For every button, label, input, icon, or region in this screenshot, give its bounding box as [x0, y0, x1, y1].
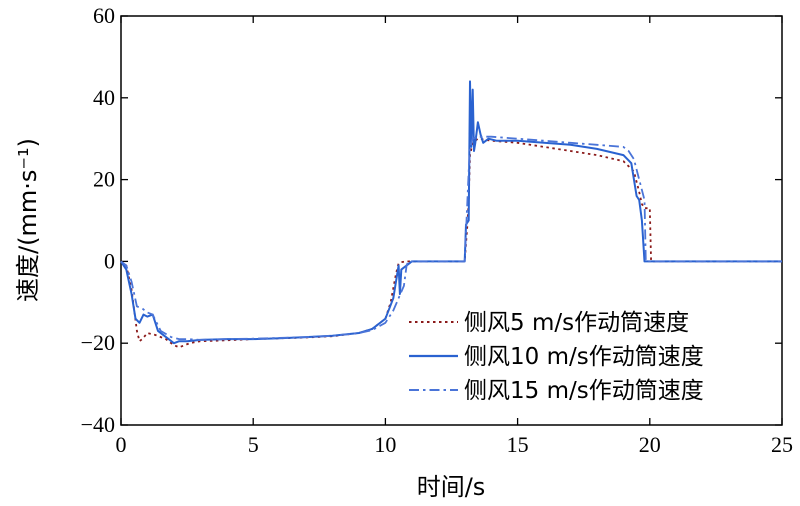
x-tick-label: 10 — [374, 432, 396, 457]
series-line-2 — [120, 135, 782, 341]
y-tick-label: 60 — [93, 3, 115, 28]
y-axis-title: 速度/(mm·s⁻¹) — [14, 138, 42, 302]
series-lines — [120, 80, 782, 349]
legend-label-2: 侧风15 m/s作动筒速度 — [464, 378, 704, 404]
legend: 侧风5 m/s作动筒速度 侧风10 m/s作动筒速度 侧风15 m/s作动筒速度 — [409, 310, 704, 404]
y-tick-label: 0 — [104, 248, 115, 273]
legend-label-0: 侧风5 m/s作动筒速度 — [464, 310, 689, 336]
y-tick-label: −20 — [81, 330, 115, 355]
x-tick-label: 25 — [771, 432, 793, 457]
y-tick-label: 20 — [93, 167, 115, 192]
legend-label-1: 侧风10 m/s作动筒速度 — [464, 344, 704, 370]
x-tick-label: 15 — [507, 432, 529, 457]
x-axis-title: 时间/s — [417, 473, 486, 501]
plot-frame — [120, 15, 783, 426]
x-tick-label: 20 — [639, 432, 661, 457]
x-tick-label: 0 — [116, 432, 127, 457]
series-line-1 — [120, 80, 782, 345]
y-tick-label: 40 — [93, 85, 115, 110]
y-tick-label: −40 — [81, 412, 115, 437]
axis-ticks: 0 5 10 15 20 25 −40 −20 0 20 40 60 — [81, 3, 793, 457]
x-tick-label: 5 — [248, 432, 259, 457]
